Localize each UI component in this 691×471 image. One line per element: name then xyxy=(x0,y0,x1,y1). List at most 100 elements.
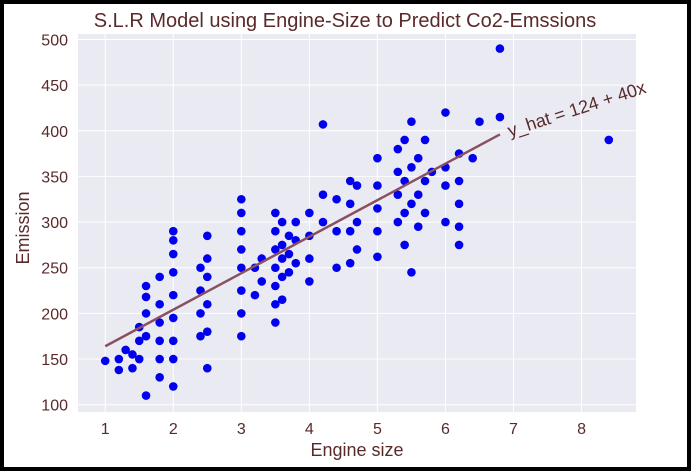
data-point xyxy=(441,181,450,190)
chart-title: S.L.R Model using Engine-Size to Predict… xyxy=(94,10,596,32)
x-tick-label: 2 xyxy=(169,421,178,438)
data-point xyxy=(454,199,464,209)
x-tick-label: 5 xyxy=(373,421,382,438)
tick-labels: 1 2 3 4 5 6 7 8 100 150 200 250 300 350 400 450 500 xyxy=(41,32,586,438)
data-point xyxy=(155,272,164,282)
data-point xyxy=(393,217,403,227)
y-tick-label: 200 xyxy=(41,306,68,323)
data-point xyxy=(141,281,151,291)
data-point xyxy=(373,153,382,163)
data-point xyxy=(202,272,212,282)
data-point xyxy=(271,318,280,327)
x-tick-label: 6 xyxy=(441,421,450,438)
data-point xyxy=(604,135,614,145)
data-point xyxy=(352,245,362,254)
data-point xyxy=(114,354,124,364)
y-tick-label: 400 xyxy=(41,124,68,141)
data-point xyxy=(413,222,423,231)
data-point xyxy=(196,263,205,273)
data-point xyxy=(413,153,423,163)
data-point xyxy=(168,236,178,245)
data-point xyxy=(168,226,178,236)
data-point xyxy=(168,290,178,300)
data-point xyxy=(237,208,246,218)
y-tick-label: 350 xyxy=(41,169,68,186)
data-point xyxy=(495,112,505,122)
data-point xyxy=(155,354,164,364)
data-point xyxy=(202,254,212,263)
data-point xyxy=(407,117,416,126)
data-point xyxy=(237,331,246,341)
data-point xyxy=(237,286,246,295)
data-point xyxy=(250,290,260,300)
data-point xyxy=(373,226,382,236)
data-point xyxy=(352,217,362,227)
data-point xyxy=(318,190,328,199)
data-point xyxy=(345,258,355,268)
data-point xyxy=(155,318,164,327)
data-point xyxy=(277,295,287,304)
data-point xyxy=(271,245,280,254)
x-tick-label: 7 xyxy=(509,421,518,438)
data-point xyxy=(332,194,341,204)
data-point xyxy=(271,299,280,309)
data-point xyxy=(332,226,341,236)
data-point xyxy=(420,208,430,218)
data-point xyxy=(305,208,314,218)
data-point xyxy=(420,135,430,145)
y-tick-label: 250 xyxy=(41,261,68,278)
data-point xyxy=(168,249,178,259)
data-point xyxy=(407,199,416,209)
data-point xyxy=(284,249,294,259)
data-point xyxy=(277,217,287,227)
data-point xyxy=(237,226,246,236)
x-tick-label: 8 xyxy=(577,421,586,438)
data-point xyxy=(134,336,144,346)
data-point xyxy=(128,350,137,359)
data-point xyxy=(237,263,246,273)
data-point xyxy=(441,108,450,117)
data-point xyxy=(284,268,294,277)
y-tick-label: 500 xyxy=(41,32,68,49)
y-tick-label: 100 xyxy=(41,398,68,415)
data-point xyxy=(237,194,246,204)
x-axis-label: Engine size xyxy=(310,440,403,460)
data-point xyxy=(168,268,178,277)
data-point xyxy=(332,263,341,273)
data-point xyxy=(454,222,464,231)
data-point xyxy=(114,365,124,375)
data-point xyxy=(168,382,178,391)
data-point xyxy=(318,217,328,227)
data-point xyxy=(257,277,267,286)
data-points xyxy=(100,44,614,400)
data-point xyxy=(318,120,328,129)
data-point xyxy=(345,176,355,186)
data-point xyxy=(237,309,246,318)
y-tick-label: 450 xyxy=(41,78,68,95)
data-point xyxy=(373,181,382,190)
data-point xyxy=(168,354,178,364)
data-point xyxy=(373,252,382,262)
data-point xyxy=(454,240,464,250)
data-point xyxy=(407,268,416,277)
x-tick-label: 4 xyxy=(305,421,314,438)
data-point xyxy=(277,240,287,250)
data-point xyxy=(202,363,212,373)
data-point xyxy=(284,231,294,241)
data-point xyxy=(352,181,362,190)
data-point xyxy=(291,258,301,268)
data-point xyxy=(468,153,477,163)
y-axis-label: Emission xyxy=(13,191,33,264)
data-point xyxy=(393,144,403,154)
x-tick-label: 3 xyxy=(237,421,246,438)
data-point xyxy=(141,331,151,341)
data-point xyxy=(196,309,205,318)
data-point xyxy=(454,176,464,186)
data-point xyxy=(141,309,151,318)
data-point xyxy=(475,117,484,126)
data-point xyxy=(141,391,151,400)
data-point xyxy=(271,263,280,273)
data-point xyxy=(134,354,144,364)
data-point xyxy=(400,135,409,145)
data-point xyxy=(168,336,178,346)
